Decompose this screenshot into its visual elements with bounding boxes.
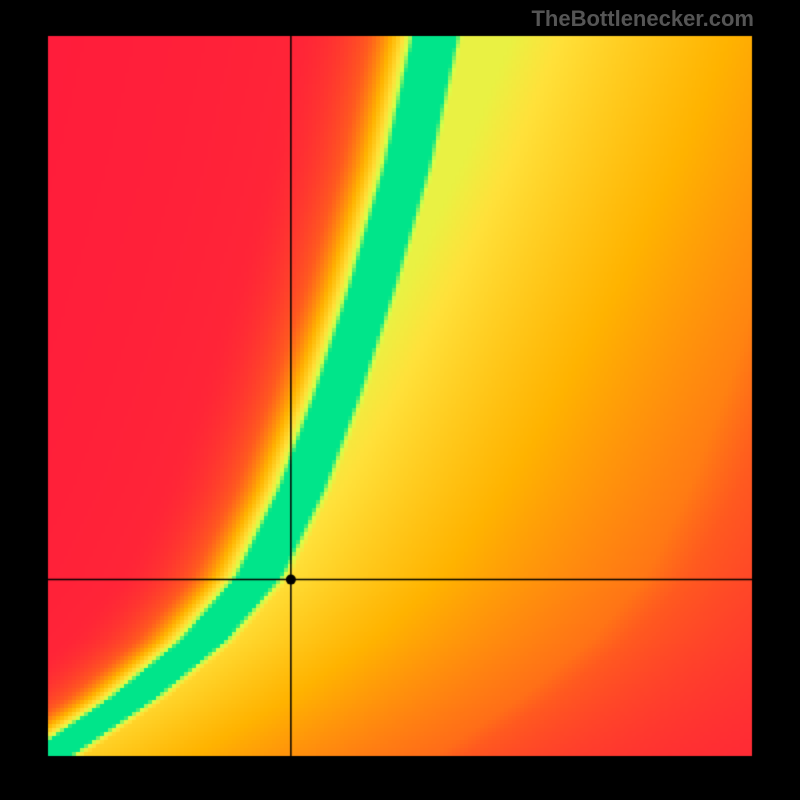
watermark-text: TheBottlenecker.com: [531, 6, 754, 32]
bottleneck-heatmap: [0, 0, 800, 800]
